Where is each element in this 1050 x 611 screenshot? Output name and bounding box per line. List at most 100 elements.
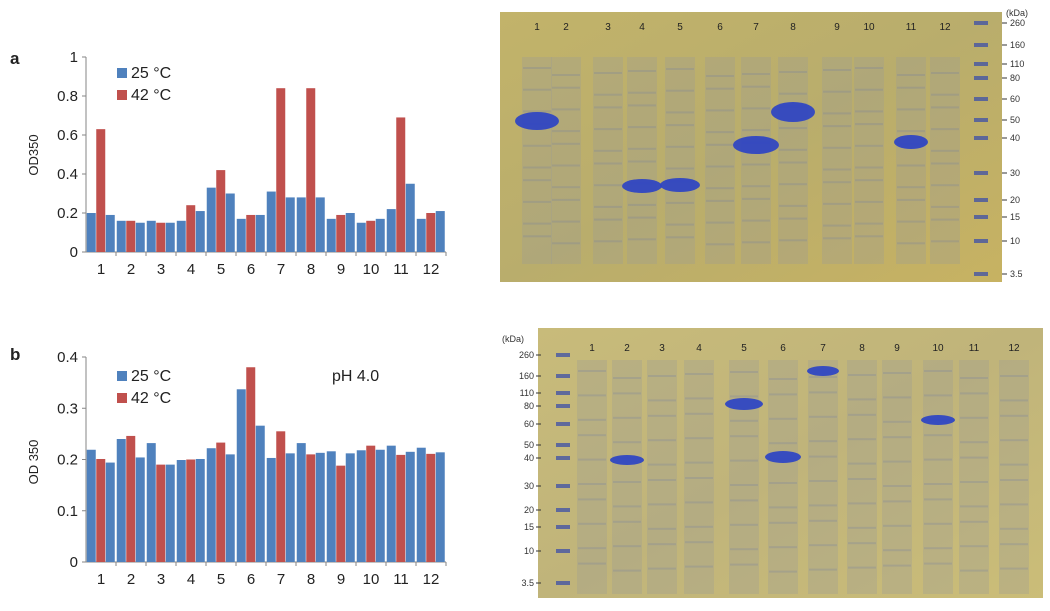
- faint-band: [666, 201, 694, 204]
- faint-band: [578, 418, 606, 421]
- faint-band: [594, 162, 622, 165]
- faint-band: [552, 242, 580, 245]
- faint-band: [924, 434, 952, 437]
- marker-label: 15: [524, 522, 534, 532]
- faint-band: [855, 110, 883, 113]
- faint-band: [931, 149, 959, 152]
- marker-label: 50: [1010, 115, 1020, 125]
- faint-band: [897, 164, 925, 167]
- faint-band: [855, 222, 883, 225]
- faint-band: [1000, 567, 1028, 570]
- kda-unit-label: (kDa): [1006, 8, 1028, 18]
- faint-band: [552, 86, 580, 89]
- x-tick-label: 4: [187, 261, 195, 278]
- faint-band: [809, 544, 837, 547]
- faint-band: [931, 240, 959, 243]
- faint-band: [648, 399, 676, 402]
- lane-smear-3: [593, 57, 623, 264]
- faint-band: [809, 440, 837, 443]
- faint-band: [823, 202, 851, 205]
- lane-smear-3: [647, 360, 677, 594]
- faint-band: [730, 499, 758, 502]
- bar-s1-c11: [386, 209, 396, 252]
- lane-label: 8: [859, 343, 865, 354]
- x-tick-label: 8: [307, 571, 315, 588]
- protein-band-lane-10: [921, 415, 955, 425]
- faint-band: [883, 436, 911, 439]
- faint-band: [1000, 463, 1028, 466]
- faint-band: [883, 396, 911, 399]
- faint-band: [924, 394, 952, 397]
- faint-band: [706, 187, 734, 190]
- legend-label: 42 °C: [131, 390, 171, 407]
- faint-band: [779, 71, 807, 73]
- protein-band-lane-4: [622, 179, 662, 193]
- lane-smear-8: [847, 360, 877, 594]
- faint-band: [848, 502, 876, 505]
- bar-s1-c1: [86, 213, 96, 252]
- faint-band: [848, 398, 876, 401]
- lane-label: 11: [969, 343, 980, 354]
- faint-band: [613, 505, 641, 508]
- faint-band: [1000, 439, 1028, 442]
- ladder-band: [556, 374, 570, 378]
- bar-s1-c1: [86, 449, 96, 562]
- bar-s2-c1: [96, 129, 106, 252]
- faint-band: [960, 377, 988, 379]
- ladder-band: [556, 508, 570, 512]
- faint-band: [1000, 527, 1028, 530]
- lane-label: 3: [605, 22, 611, 33]
- lane-smear-4: [627, 57, 657, 264]
- faint-band: [823, 112, 851, 115]
- faint-band: [883, 420, 911, 423]
- faint-band: [613, 441, 641, 444]
- ladder-band: [556, 391, 570, 395]
- bar-s3-c2: [135, 222, 145, 252]
- protein-band-lane-11: [894, 135, 928, 149]
- y-tick-label: 0.4: [57, 349, 78, 366]
- faint-band: [578, 370, 606, 372]
- faint-band: [931, 218, 959, 221]
- ladder-band: [974, 62, 988, 66]
- faint-band: [848, 526, 876, 529]
- bar-s1-c2: [116, 439, 126, 562]
- faint-band: [848, 478, 876, 480]
- faint-band: [924, 562, 952, 565]
- y-tick-label: 0: [70, 244, 78, 261]
- bar-s2-c8: [306, 88, 316, 252]
- lane-smear-12: [930, 57, 960, 264]
- ladder-band: [974, 118, 988, 122]
- lane-smear-7: [808, 360, 838, 594]
- faint-band: [523, 166, 551, 169]
- faint-band: [706, 109, 734, 112]
- marker-label: 3.5: [1010, 269, 1023, 279]
- bar-s2-c12: [426, 453, 436, 562]
- faint-band: [578, 562, 606, 565]
- y-tick-label: 0.4: [57, 166, 78, 183]
- bar-s2-c7: [276, 431, 286, 562]
- bar-s3-c5: [225, 454, 235, 562]
- bar-s3-c12: [435, 452, 445, 562]
- faint-band: [594, 205, 622, 208]
- marker-label: 3.5: [521, 578, 534, 588]
- ladder-band: [974, 43, 988, 47]
- x-tick-label: 10: [363, 261, 380, 278]
- bar-s3-c6: [255, 425, 265, 562]
- gel-b: 1 2 3 4 5 6 7 8 9 10 11 12 260 160 110 80 60 50 40 30 20 15 10…: [500, 328, 1045, 600]
- ladder-band: [556, 404, 570, 408]
- faint-band: [924, 498, 952, 501]
- faint-band: [855, 123, 883, 126]
- faint-band: [628, 203, 656, 206]
- bar-s2-c8: [306, 454, 316, 562]
- faint-band: [628, 126, 656, 129]
- bar-s2-c9: [336, 214, 346, 252]
- lane-label: 8: [790, 22, 796, 33]
- lane-label: 7: [820, 343, 826, 354]
- bar-s3-c8: [315, 452, 325, 562]
- lane-smear-4: [684, 360, 714, 594]
- faint-band: [960, 456, 988, 459]
- faint-band: [523, 200, 551, 203]
- lane-label: 5: [677, 22, 683, 33]
- faint-band: [742, 73, 770, 75]
- faint-band: [769, 570, 797, 573]
